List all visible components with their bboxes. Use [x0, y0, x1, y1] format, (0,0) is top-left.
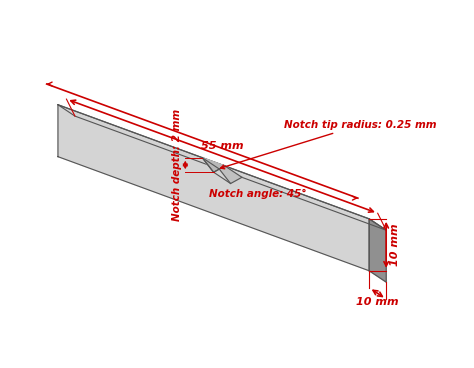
Polygon shape	[369, 219, 386, 282]
Polygon shape	[202, 158, 225, 172]
Text: 10 mm: 10 mm	[390, 223, 400, 266]
Text: Notch angle: 45°: Notch angle: 45°	[209, 189, 307, 199]
Text: Notch tip radius: 0.25 mm: Notch tip radius: 0.25 mm	[220, 120, 437, 169]
Text: 10 mm: 10 mm	[356, 297, 399, 307]
Text: 55 mm: 55 mm	[201, 141, 243, 152]
Polygon shape	[58, 105, 369, 271]
Text: Notch depth: 2 mm: Notch depth: 2 mm	[173, 109, 182, 221]
Polygon shape	[202, 158, 242, 184]
Polygon shape	[58, 105, 386, 230]
